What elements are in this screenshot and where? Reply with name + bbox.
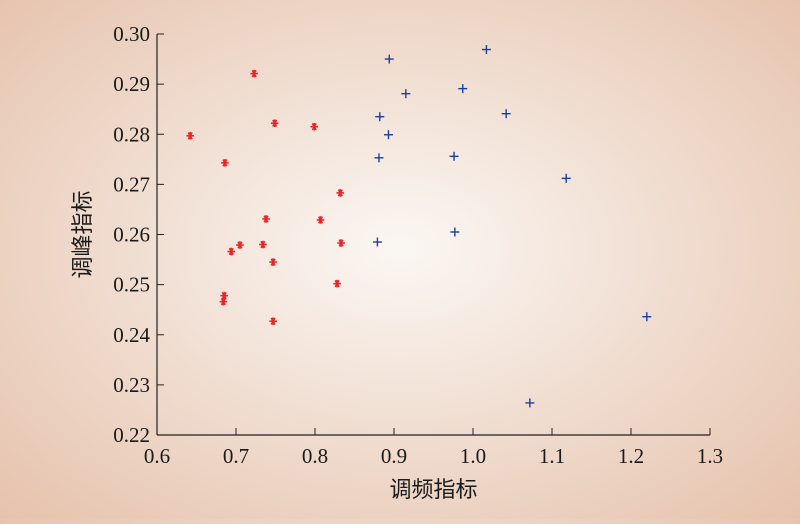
x-tick-label: 1.3 — [697, 444, 723, 468]
red-asterisk-point — [269, 317, 277, 326]
blue-plus-point — [384, 54, 394, 64]
axes — [156, 34, 710, 436]
red-asterisk-point — [336, 189, 345, 197]
y-tick-label: 0.28 — [113, 122, 150, 146]
x-tick-label: 1.2 — [618, 444, 644, 468]
y-tick-label: 0.27 — [113, 172, 150, 196]
red-asterisk-point — [186, 131, 194, 140]
blue-plus-point — [401, 89, 411, 99]
y-tick-label: 0.26 — [113, 223, 150, 247]
red-asterisk-point — [227, 247, 236, 256]
x-tick-label: 0.8 — [302, 444, 328, 468]
blue-plus-point — [642, 312, 652, 322]
x-tick-label: 0.9 — [381, 444, 407, 468]
x-tick-label: 0.7 — [223, 444, 249, 468]
y-tick-label: 0.25 — [113, 273, 150, 297]
red-asterisk-point — [219, 297, 228, 306]
red-asterisk-point — [316, 216, 325, 224]
y-tick-label: 0.30 — [113, 22, 150, 46]
red-asterisk-point — [270, 119, 279, 128]
red-asterisk-point — [269, 258, 277, 266]
blue-plus-point — [481, 45, 491, 55]
blue-plus-point — [450, 227, 460, 237]
blue-plus-point — [375, 112, 385, 122]
y-tick-label: 0.24 — [113, 323, 150, 347]
red-asterisk-point — [236, 241, 244, 249]
blue-plus-point — [449, 151, 459, 161]
y-tick-label: 0.23 — [113, 373, 150, 397]
data-points — [186, 45, 652, 408]
ticks: 0.6 0.7 0.8 0.9 1.0 1.1 1.2 1.3 0.22 0.23 0.24 0.25… — [113, 22, 723, 468]
red-asterisk-point — [262, 215, 270, 223]
blue-plus-point — [374, 153, 384, 163]
blue-plus-point — [372, 237, 382, 247]
x-tick-label: 0.6 — [144, 444, 170, 468]
y-tick-label: 0.22 — [113, 423, 150, 447]
y-axis-title: 调峰指标 — [70, 190, 95, 278]
red-asterisk-point — [310, 122, 319, 131]
red-asterisk-point — [259, 240, 267, 249]
x-tick-label: 1.1 — [539, 444, 565, 468]
blue-plus-point — [501, 109, 511, 119]
x-tick-label: 1.0 — [460, 444, 486, 468]
red-asterisk-point — [250, 69, 258, 78]
red-asterisk-point — [221, 159, 229, 167]
red-asterisk-point — [333, 279, 341, 288]
blue-plus-point — [458, 84, 468, 94]
blue-plus-point — [561, 173, 571, 183]
red-asterisk-point — [337, 239, 345, 247]
blue-plus-point — [383, 130, 393, 140]
y-tick-label: 0.29 — [113, 72, 150, 96]
x-axis-title: 调频指标 — [389, 477, 477, 502]
blue-plus-point — [525, 398, 535, 408]
